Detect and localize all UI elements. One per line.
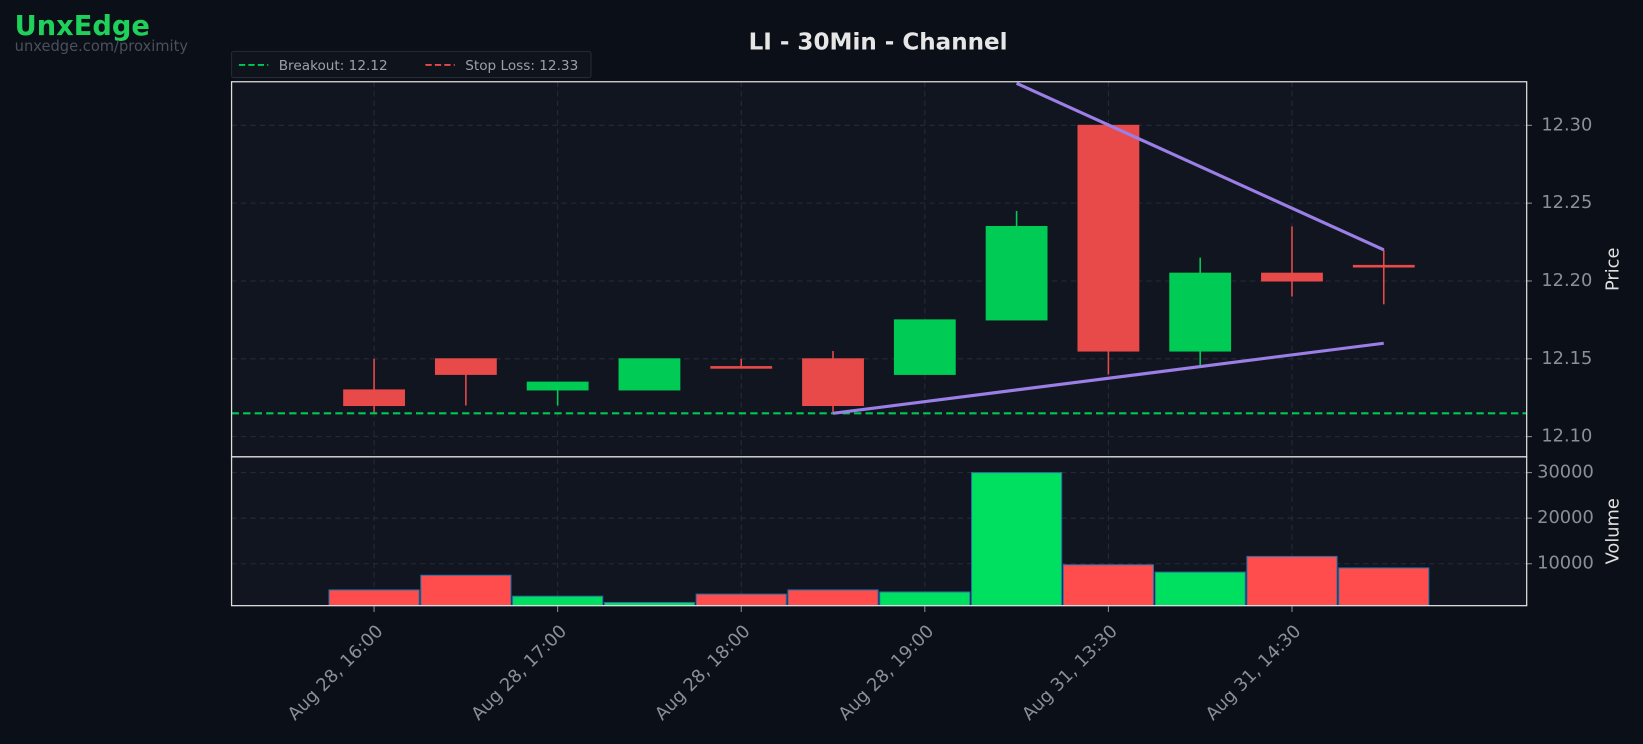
y-axis-title: Price (1603, 248, 1624, 291)
legend-label: Breakout: 12.12 (279, 58, 388, 74)
candle-body (802, 358, 864, 407)
candle-body (710, 366, 773, 369)
y-tick-label: 12.10 (1541, 426, 1592, 447)
y-tick-label: 12.30 (1541, 114, 1592, 135)
legend-label: Stop Loss: 12.33 (465, 58, 578, 74)
logo-url: unxedge.com/proximity (15, 38, 189, 55)
candle-body (1352, 264, 1415, 268)
y-tick-label: 12.20 (1541, 270, 1592, 291)
candle-body (1077, 124, 1140, 352)
volume-bar (512, 595, 604, 607)
candle-body (434, 358, 497, 375)
volume-bar (328, 589, 420, 607)
candle-body (343, 389, 405, 407)
y-tick-label: 12.25 (1541, 192, 1592, 213)
candle-body (526, 381, 589, 391)
chart-title: LI - 30Min - Channel (749, 29, 1008, 55)
volume-bar (1062, 564, 1154, 607)
price-panel (231, 81, 1527, 457)
trendline (832, 341, 1384, 415)
volume-bar (1154, 571, 1246, 607)
volume-bar (1246, 555, 1338, 607)
volume-frame (230, 456, 1528, 607)
trendline (1015, 81, 1385, 252)
volume-axis-title: Volume (1603, 498, 1624, 564)
candle-body (1261, 272, 1323, 282)
volume-tick-label: 20000 (1537, 507, 1594, 528)
volume-bar (420, 574, 512, 607)
candle-body (618, 358, 681, 391)
volume-bar (695, 593, 787, 607)
volume-bar (1338, 567, 1430, 607)
overlays (231, 81, 1527, 415)
candle-body (893, 319, 956, 375)
candle-body (985, 225, 1048, 321)
volume-bar (971, 472, 1063, 607)
volume-tick-label: 10000 (1537, 553, 1594, 574)
y-tick-label: 12.15 (1541, 348, 1592, 369)
volume-bar (787, 589, 879, 607)
volume-tick-label: 30000 (1537, 462, 1594, 483)
logo: UnxEdge (15, 11, 150, 42)
volume-bar (879, 591, 971, 607)
legend (231, 50, 592, 79)
candle-body (1169, 272, 1232, 352)
